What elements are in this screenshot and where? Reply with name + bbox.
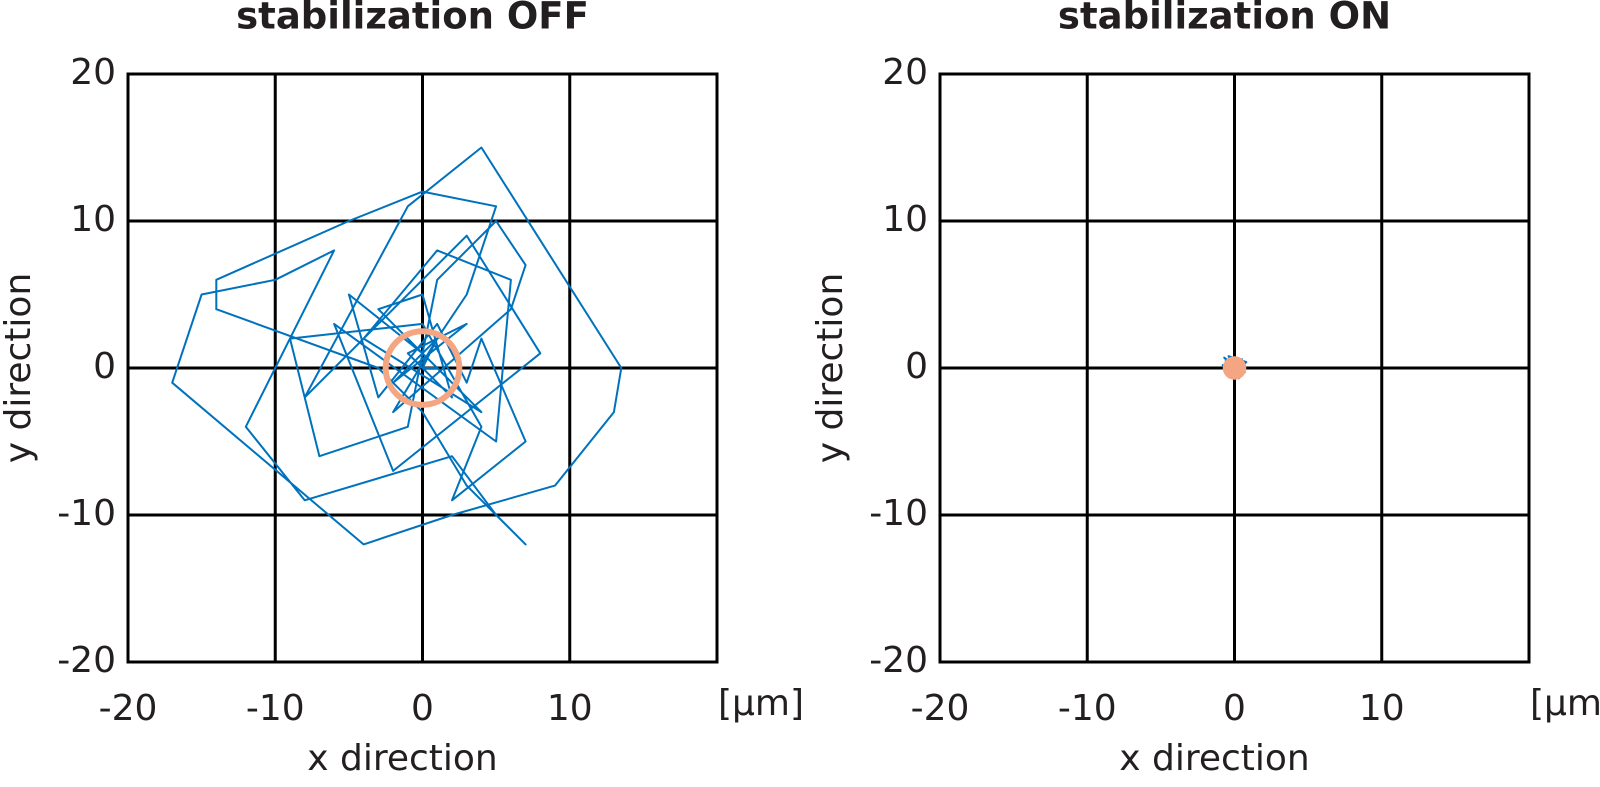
y-tick-label: 20	[882, 52, 928, 93]
y-tick-label: 20	[70, 52, 116, 93]
target-circle	[382, 328, 463, 408]
x-axis-label: x direction	[1119, 738, 1310, 779]
y-tick-label: -10	[869, 493, 928, 534]
y-tick-label: 10	[70, 199, 116, 240]
unit-label: [μm]	[1530, 683, 1600, 724]
y-tick-label: -20	[57, 640, 116, 681]
plot-frame	[126, 72, 719, 664]
unit-label: [μm]	[718, 683, 804, 724]
x-tick-label: 10	[547, 688, 593, 729]
x-axis-label: x direction	[307, 738, 498, 779]
y-tick-label: 10	[882, 199, 928, 240]
y-tick-label: -10	[57, 493, 116, 534]
target-circle	[1222, 356, 1247, 380]
y-tick-label: -20	[869, 640, 928, 681]
x-tick-label: 10	[1359, 688, 1405, 729]
y-axis-label: y direction	[810, 273, 851, 464]
y-tick-label: 0	[905, 346, 928, 387]
y-axis-label: y direction	[0, 273, 39, 464]
x-tick-label: 0	[411, 688, 434, 729]
chart-title: stabilization OFF	[236, 0, 589, 38]
x-tick-label: -20	[911, 688, 970, 729]
y-tick-label: 0	[93, 346, 116, 387]
x-tick-label: -10	[246, 688, 305, 729]
trajectory	[171, 146, 623, 546]
x-tick-label: 0	[1223, 688, 1246, 729]
x-tick-label: -10	[1058, 688, 1117, 729]
chart-title: stabilization ON	[1058, 0, 1391, 38]
plot-frame	[938, 72, 1531, 664]
x-tick-label: -20	[99, 688, 158, 729]
